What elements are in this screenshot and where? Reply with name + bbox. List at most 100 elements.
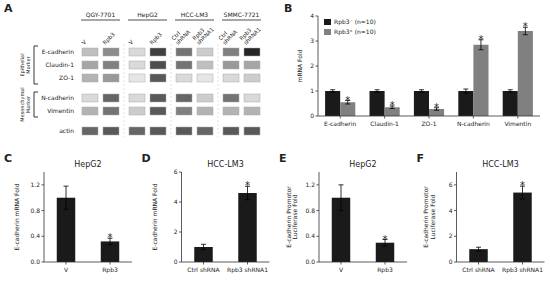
band bbox=[129, 94, 145, 102]
text-line: * bbox=[345, 95, 350, 106]
band bbox=[103, 74, 119, 82]
text-line: 2 bbox=[449, 232, 453, 239]
band bbox=[82, 127, 98, 135]
error-cap bbox=[201, 249, 206, 250]
y-tick bbox=[179, 202, 182, 203]
row-group-label: EpithelialMarker bbox=[20, 53, 32, 76]
band bbox=[197, 94, 213, 102]
annotations: * bbox=[108, 232, 113, 243]
legend-label: Rpb3⁺ (n=10) bbox=[334, 28, 376, 36]
text-line: Vimentin bbox=[504, 120, 531, 127]
y-tick-label: 0.4 bbox=[305, 232, 315, 239]
text-line: Luciferase Fold bbox=[428, 194, 435, 239]
text-line: HCC-LM3 bbox=[207, 160, 244, 169]
row-label: N-cadherin bbox=[41, 94, 74, 101]
band bbox=[103, 107, 119, 115]
y-axis bbox=[456, 172, 457, 262]
x-tick-label: E-cadherin bbox=[324, 120, 356, 127]
error-cap bbox=[508, 89, 513, 90]
band bbox=[244, 94, 260, 102]
significance: * bbox=[523, 21, 528, 32]
text-line: Rpb3⁻ (n=10) bbox=[334, 18, 376, 26]
group-overline bbox=[175, 20, 214, 21]
text-line: 0.0 bbox=[30, 258, 40, 265]
y-tick bbox=[317, 184, 320, 185]
y-tick-label: 1.2 bbox=[305, 180, 315, 187]
panel-e: *0.00.40.81.2VRpb3E-cadherin PromotorLuc… bbox=[279, 152, 407, 274]
significance: * bbox=[478, 34, 483, 45]
column-label: V bbox=[127, 39, 134, 46]
y-tick bbox=[42, 210, 45, 211]
significance: * bbox=[108, 232, 113, 243]
error-bar bbox=[339, 185, 344, 211]
band bbox=[244, 48, 260, 56]
x-tick bbox=[384, 116, 385, 119]
band bbox=[150, 48, 166, 56]
y-tick-label: 0 bbox=[310, 112, 314, 119]
bar bbox=[469, 249, 487, 262]
band bbox=[103, 94, 119, 102]
band bbox=[197, 127, 213, 135]
column-label: Rpb3shRNA1 bbox=[238, 22, 262, 46]
text-line: 0 bbox=[174, 258, 178, 265]
error-bar bbox=[508, 90, 513, 93]
y-axis-label: E-cadherin PromotorLuciferase Fold bbox=[284, 186, 298, 248]
text-line: F bbox=[417, 152, 425, 165]
band bbox=[197, 74, 213, 82]
y-tick-label: 4 bbox=[449, 206, 453, 213]
text-line: 1.2 bbox=[30, 180, 40, 187]
text-line: QGY-7701 bbox=[86, 11, 116, 18]
y-tick-label: 2 bbox=[449, 232, 453, 239]
y-tick bbox=[454, 184, 457, 185]
band bbox=[82, 48, 98, 56]
error-cap bbox=[330, 92, 335, 93]
y-tick bbox=[179, 262, 182, 263]
separator bbox=[171, 44, 172, 137]
band bbox=[223, 61, 239, 69]
x-tick bbox=[385, 262, 386, 265]
text-line: * bbox=[245, 180, 250, 191]
band bbox=[82, 74, 98, 82]
error-bar bbox=[201, 244, 206, 249]
text-line: HCC-LM3 bbox=[482, 160, 519, 169]
text-line: E-cadherin mRNA Fold bbox=[150, 183, 157, 250]
y-tick-label: 4 bbox=[174, 198, 178, 205]
y-tick bbox=[316, 66, 319, 67]
band bbox=[176, 127, 192, 135]
panel-d: *0246Ctrl shRNARpb3 shRNA1E-cadherin mRN… bbox=[142, 152, 270, 274]
panel-c: *0.00.40.81.2VRpb3E-cadherin mRNA FoldHe… bbox=[4, 152, 132, 274]
y-tick-label: 3 bbox=[310, 37, 314, 44]
band bbox=[197, 61, 213, 69]
x-tick bbox=[478, 262, 479, 265]
band bbox=[129, 74, 145, 82]
error-cap bbox=[419, 89, 424, 90]
y-tick bbox=[179, 172, 182, 173]
significance: * bbox=[434, 102, 439, 113]
panel-b: *****01234E-cadherinClaudin-1ZO-1N-cadhe… bbox=[284, 2, 540, 127]
text-line: 2 bbox=[174, 228, 178, 235]
row-label: Claudin-1 bbox=[45, 61, 74, 68]
error-cap bbox=[476, 251, 481, 252]
text-line: mRNA Fold bbox=[296, 49, 303, 82]
x-tick-label: N-cadherin bbox=[457, 120, 490, 127]
panel-a: AQGY-7701HepG2HCC-LM3SMMC-7721VRpb3VRpb3… bbox=[4, 2, 262, 137]
bar bbox=[473, 45, 488, 116]
text-line: E-cadherin bbox=[324, 120, 356, 127]
x-tick-label: Rpb3 shRNA1 bbox=[227, 266, 268, 274]
error-cap bbox=[523, 34, 528, 35]
y-tick-label: 0.8 bbox=[30, 206, 40, 213]
y-tick-label: 0 bbox=[449, 258, 453, 265]
title: HCC-LM3 bbox=[207, 160, 244, 169]
group-overline bbox=[222, 20, 261, 21]
error-bar bbox=[330, 90, 335, 93]
band bbox=[244, 74, 260, 82]
title: HepG2 bbox=[74, 160, 101, 169]
error-cap bbox=[339, 184, 344, 185]
bar bbox=[503, 91, 518, 116]
text-line: HepG2 bbox=[349, 160, 376, 169]
x-axis bbox=[457, 262, 545, 263]
text-line: * bbox=[520, 180, 525, 191]
band bbox=[129, 48, 145, 56]
band bbox=[244, 107, 260, 115]
y-tick-label: 1 bbox=[310, 87, 314, 94]
